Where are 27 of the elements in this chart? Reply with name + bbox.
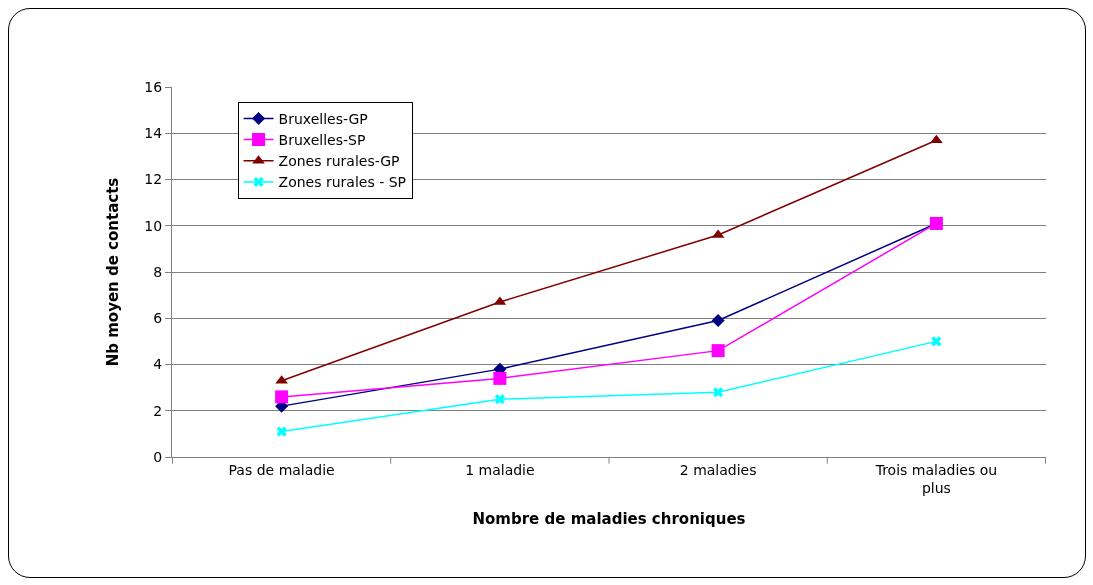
point xyxy=(275,390,289,404)
y-tick-label: 4 xyxy=(153,356,163,373)
y-tick-label: 10 xyxy=(144,217,163,234)
y-tick-label: 0 xyxy=(153,448,163,465)
point xyxy=(713,387,724,398)
x-tick-label: Pas de maladie xyxy=(228,461,335,478)
legend-label: Bruxelles-SP xyxy=(278,132,366,149)
point xyxy=(276,426,287,437)
point xyxy=(711,314,725,328)
x-axis-title: Nombre de maladies chroniques xyxy=(472,510,746,528)
y-tick-label: 16 xyxy=(144,78,163,95)
y-axis-title: Nb moyen de contacts xyxy=(103,177,122,367)
point xyxy=(493,371,507,385)
y-tick-label: 12 xyxy=(144,171,163,188)
legend-label: Zones rurales-GP xyxy=(278,153,400,170)
y-tick-label: 6 xyxy=(153,310,163,327)
point xyxy=(931,336,942,347)
y-tick-label: 14 xyxy=(144,125,163,142)
legend-label: Bruxelles-GP xyxy=(278,110,368,127)
x-tick-label: Trois maladies ou plus xyxy=(874,461,998,496)
legend-label: Zones rurales - SP xyxy=(278,174,406,191)
y-tick-label: 2 xyxy=(153,402,163,419)
point xyxy=(494,394,505,405)
y-tick-label: 8 xyxy=(153,263,163,280)
point xyxy=(711,344,725,358)
x-tick-label: 2 maladies xyxy=(679,461,757,478)
x-tick-label: 1 maladie xyxy=(465,461,535,478)
